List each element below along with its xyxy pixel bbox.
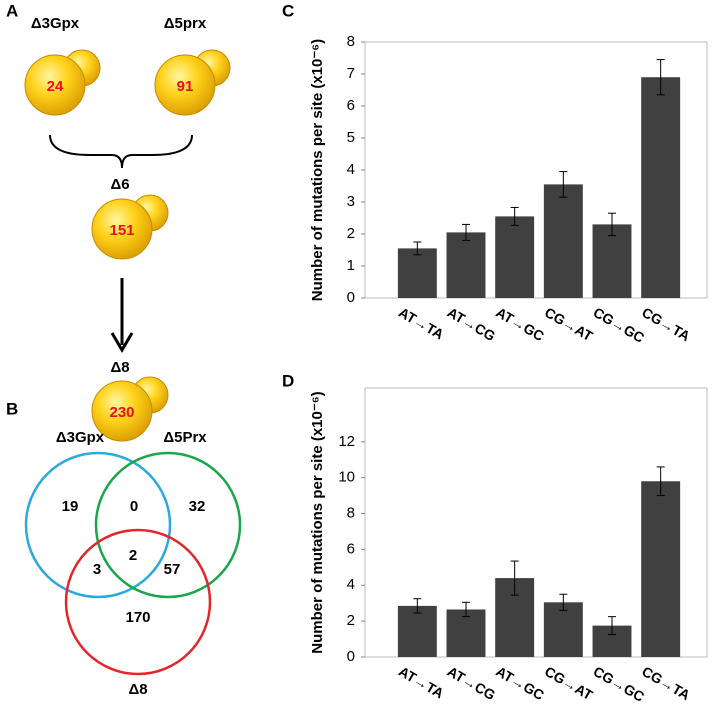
region-count: 19 (62, 498, 79, 515)
y-tick-label: 8 (347, 33, 355, 50)
bar-chart: 0 2 4 6 8 10 12 Number of mutations per site (x… (309, 387, 708, 705)
x-tick-label: CG→TA (639, 663, 693, 703)
y-tick-label: 4 (347, 161, 355, 178)
cell-count: 91 (177, 78, 194, 95)
y-tick-label: 6 (347, 97, 355, 114)
cell-count: 230 (109, 404, 134, 421)
y-axis-label: Number of mutations per site (x10⁻⁶) (309, 391, 326, 653)
y-axis-label: Number of mutations per site (x10⁻⁶) (309, 39, 326, 301)
bar (446, 232, 486, 298)
y-tick-label: 8 (347, 505, 355, 522)
bar (641, 77, 681, 298)
y-tick-label: 6 (347, 540, 355, 557)
bar-chart: 0 1 2 3 4 5 6 7 8 Number of mutations per site (x… (309, 33, 708, 346)
region-count: 3 (93, 561, 101, 578)
panel-label: A (6, 1, 18, 20)
bar (543, 602, 583, 657)
panel-label: C (282, 1, 294, 20)
y-tick-label: 0 (347, 648, 355, 665)
x-tick-label: CG→AT (542, 304, 596, 344)
x-tick-label: AT→CG (445, 304, 499, 344)
x-tick-label: CG→GC (591, 663, 647, 705)
x-tick-label: AT→CG (445, 663, 499, 703)
diagram-a: Δ3Gpx Δ5prx 24 91 Δ6 151 Δ8 230 (24, 15, 231, 442)
set-label: Δ5Prx (163, 429, 207, 446)
venn-circle (94, 451, 242, 599)
cell-count: 24 (47, 78, 64, 95)
y-tick-label: 4 (347, 576, 355, 593)
x-tick-label: AT→TA (396, 663, 447, 701)
x-tick-label: CG→AT (542, 663, 596, 703)
cell-label: Δ8 (110, 359, 129, 376)
bar (641, 481, 681, 657)
y-tick-label: 10 (338, 469, 355, 486)
yeast-cell (154, 49, 231, 116)
bar (397, 605, 437, 657)
x-tick-label: AT→GC (493, 663, 547, 703)
y-tick-label: 1 (347, 257, 355, 274)
cell-label: Δ3Gpx (31, 15, 80, 32)
x-tick-label: AT→TA (396, 304, 447, 342)
y-tick-label: 7 (347, 65, 355, 82)
bar (495, 216, 535, 298)
set-label: Δ8 (128, 681, 147, 698)
cell-label: Δ5prx (164, 15, 207, 32)
region-count: 2 (129, 547, 137, 564)
plot-frame (364, 387, 708, 658)
panel-label: D (282, 371, 294, 390)
x-tick-label: CG→TA (639, 304, 693, 344)
region-count: 57 (164, 561, 181, 578)
y-tick-label: 12 (338, 433, 355, 450)
x-tick-label: AT→GC (493, 304, 547, 344)
y-tick-label: 3 (347, 193, 355, 210)
bar (397, 248, 437, 298)
arrow-head (110, 332, 134, 353)
cell-label: Δ6 (110, 176, 129, 193)
set-label: Δ3Gpx (56, 429, 105, 446)
bar (592, 224, 632, 298)
region-count: 32 (189, 498, 206, 515)
y-tick-label: 0 (347, 289, 355, 306)
bar (543, 184, 583, 298)
yeast-cell (91, 194, 169, 260)
region-count: 170 (125, 609, 150, 626)
yeast-cell (24, 49, 101, 116)
y-tick-label: 2 (347, 225, 355, 242)
x-tick-label: CG→GC (591, 304, 647, 346)
venn-b: Δ3Gpx Δ5Prx Δ8 19 0 32 3 2 57 170 (24, 429, 242, 698)
y-tick-label: 2 (347, 612, 355, 629)
region-count: 0 (130, 498, 138, 515)
cell-count: 151 (109, 222, 134, 239)
bar (446, 609, 486, 657)
bracket (49, 134, 193, 169)
venn-circle (24, 451, 172, 599)
yeast-cell (91, 376, 169, 442)
panel-label: B (6, 399, 18, 418)
y-tick-label: 5 (347, 129, 355, 146)
venn-circle (64, 528, 212, 676)
